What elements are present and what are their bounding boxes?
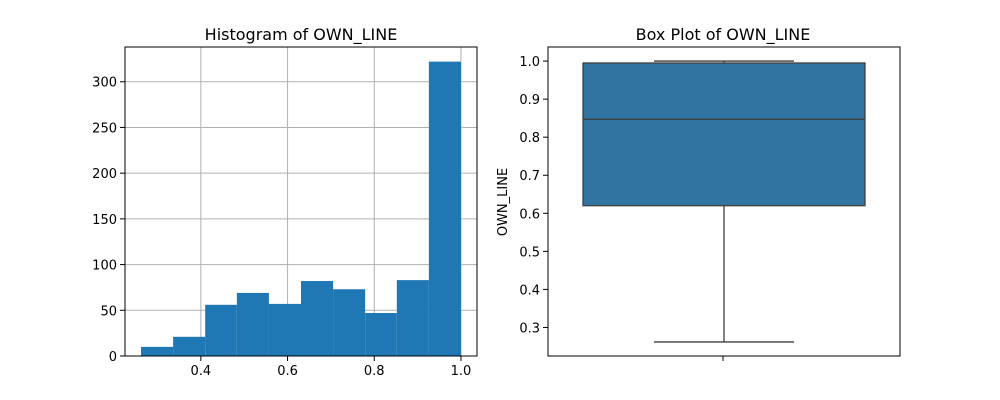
boxplot-y-tick-label: 0.7 bbox=[519, 169, 540, 184]
boxplot-y-axis-label: OWN_LINE bbox=[496, 168, 511, 236]
histogram-x-tick-label: 0.4 bbox=[191, 364, 212, 379]
boxplot-y-tick-label: 0.5 bbox=[519, 245, 540, 260]
boxplot-y-tick-label: 0.4 bbox=[519, 283, 540, 298]
boxplot-iqr-box bbox=[582, 62, 866, 207]
histogram-x-ticks: 0.4 0.6 0.8 1.0 bbox=[191, 356, 472, 379]
histogram-axes-frame bbox=[124, 46, 478, 357]
histogram-title: Histogram of OWN_LINE bbox=[205, 25, 398, 45]
histogram-bar bbox=[396, 280, 429, 356]
histogram-y-tick-label: 200 bbox=[92, 167, 117, 182]
histogram-y-tick-label: 250 bbox=[92, 121, 117, 136]
histogram-bar bbox=[268, 303, 301, 356]
boxplot-y-tick-label: 0.8 bbox=[519, 131, 540, 146]
histogram-bar bbox=[173, 336, 206, 356]
histogram-bar bbox=[141, 346, 174, 356]
histogram-x-tick-label: 1.0 bbox=[451, 364, 472, 379]
histogram-y-tick-label: 50 bbox=[100, 304, 117, 319]
boxplot-title: Box Plot of OWN_LINE bbox=[636, 25, 811, 45]
boxplot-panel: Box Plot of OWN_LINE 0.30.40.50.60.70.80… bbox=[496, 25, 901, 361]
histogram-x-tick-label: 0.6 bbox=[277, 364, 298, 379]
histogram-y-ticks: 0 50 100 150 200 250 300 bbox=[92, 76, 125, 365]
histogram-y-tick-label: 150 bbox=[92, 213, 117, 228]
histogram-bar bbox=[301, 281, 334, 356]
histogram-bar bbox=[333, 289, 366, 356]
histogram-bar bbox=[428, 61, 461, 356]
histogram-y-tick-label: 100 bbox=[92, 259, 117, 274]
boxplot-box bbox=[582, 60, 866, 343]
boxplot-y-ticks: 0.3 0.4 0.5 0.6 0.7 0.8 0.9 1.0 bbox=[519, 55, 548, 336]
histogram-y-tick-label: 300 bbox=[92, 76, 117, 91]
histogram-bar bbox=[205, 304, 237, 356]
histogram-bars bbox=[141, 61, 461, 356]
histogram-y-tick-label: 0 bbox=[109, 350, 117, 365]
histogram-panel: Histogram of OWN_LINE 0.4 0.6 0.8 1.0 0 50 10… bbox=[92, 25, 478, 379]
boxplot-axes-frame bbox=[547, 46, 901, 357]
boxplot-y-tick-label: 0.6 bbox=[519, 207, 540, 222]
boxplot-y-tick-label: 0.9 bbox=[519, 93, 540, 108]
boxplot-y-tick-label: 0.3 bbox=[519, 321, 540, 336]
histogram-bar bbox=[365, 313, 397, 356]
histogram-x-tick-label: 0.8 bbox=[364, 364, 385, 379]
boxplot-y-tick-label: 1.0 bbox=[519, 55, 540, 70]
histogram-bar bbox=[236, 292, 269, 356]
